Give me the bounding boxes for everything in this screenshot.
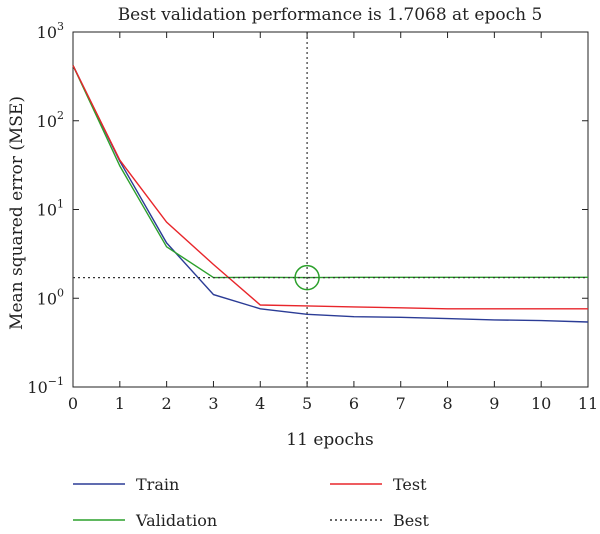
legend-label-validation: Validation — [135, 511, 217, 530]
y-tick-label: 101 — [37, 198, 64, 220]
x-tick-label: 5 — [302, 394, 312, 413]
y-tick-label: 100 — [37, 286, 64, 308]
y-tick-label: 10−1 — [27, 375, 64, 397]
x-tick-label: 7 — [396, 394, 406, 413]
x-tick-label: 2 — [162, 394, 172, 413]
y-axis: 10−1 100 101 102 103 — [27, 20, 588, 397]
series-line-train — [72, 65, 589, 323]
x-tick-label: 4 — [255, 394, 265, 413]
y-axis-label: Mean squared error (MSE) — [7, 96, 27, 330]
plot-area — [72, 31, 589, 388]
x-tick-label: 1 — [115, 394, 125, 413]
x-axis: 0 1 2 3 4 5 6 7 8 9 10 11 — [68, 32, 598, 413]
x-tick-label: 0 — [68, 394, 78, 413]
series-line-validation — [72, 65, 588, 279]
x-tick-label: 6 — [349, 394, 359, 413]
legend-label-test: Test — [393, 475, 427, 494]
y-tick-label: 103 — [37, 20, 64, 42]
y-tick-label: 102 — [37, 109, 64, 131]
x-tick-label: 9 — [489, 394, 499, 413]
chart-title: Best validation performance is 1.7068 at… — [118, 5, 543, 25]
legend-label-best: Best — [393, 511, 429, 530]
series-line-test — [72, 65, 588, 310]
x-tick-label: 8 — [442, 394, 452, 413]
legend-label-train: Train — [136, 475, 179, 494]
best-markers — [73, 32, 588, 387]
x-tick-label: 11 — [578, 394, 598, 413]
series-layer — [72, 65, 589, 323]
x-axis-label: 11 epochs — [286, 430, 373, 450]
x-tick-label: 10 — [531, 394, 551, 413]
x-tick-label: 3 — [208, 394, 218, 413]
legend: Train Test Validation Best — [73, 475, 429, 530]
best-point-marker — [294, 264, 320, 291]
plot-border — [72, 31, 589, 388]
